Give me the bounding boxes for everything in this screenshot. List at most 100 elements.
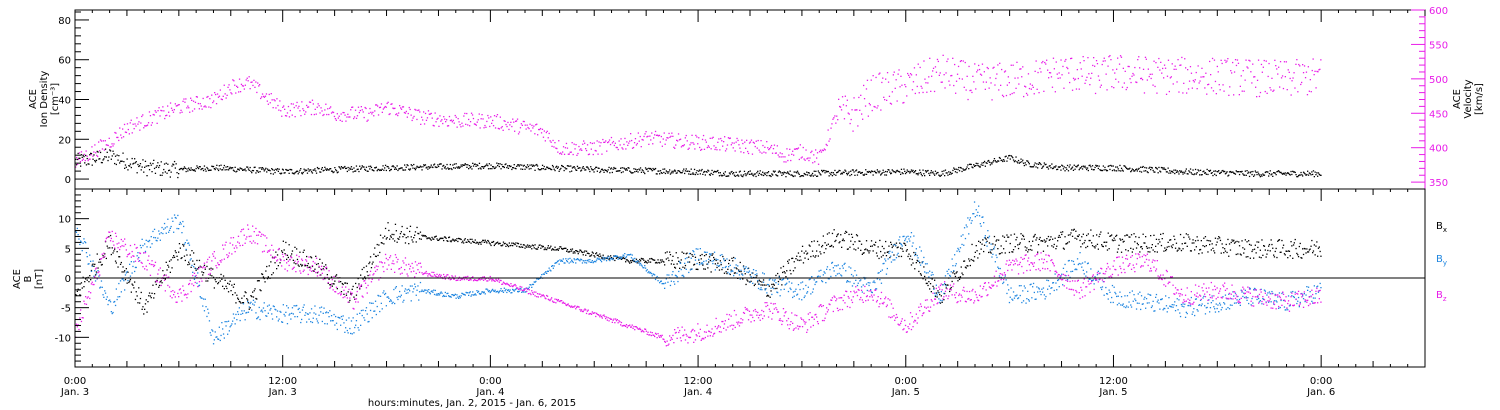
bx-point bbox=[1154, 251, 1156, 253]
by-point bbox=[565, 258, 567, 260]
velocity-point bbox=[286, 112, 289, 114]
velocity-point bbox=[795, 148, 798, 150]
density-point bbox=[900, 168, 903, 170]
velocity-point bbox=[1287, 69, 1289, 71]
by-point bbox=[579, 260, 581, 262]
velocity-point bbox=[466, 112, 468, 115]
bx-point bbox=[345, 294, 348, 296]
density-point bbox=[614, 167, 616, 170]
velocity-point bbox=[463, 115, 465, 117]
by-point bbox=[325, 312, 327, 314]
velocity-point bbox=[562, 151, 564, 153]
velocity-point bbox=[1039, 67, 1041, 70]
density-point bbox=[919, 171, 922, 174]
bx-point bbox=[811, 241, 813, 243]
bx-point bbox=[1262, 254, 1264, 256]
density-point bbox=[89, 154, 91, 156]
velocity-point bbox=[471, 114, 474, 116]
velocity-point bbox=[753, 142, 755, 144]
bx-point bbox=[193, 252, 195, 254]
velocity-point bbox=[1154, 85, 1156, 88]
bx-point bbox=[1174, 247, 1177, 249]
by-point bbox=[224, 321, 226, 323]
bx-point bbox=[811, 250, 814, 252]
bx-point bbox=[362, 278, 364, 280]
bx-point bbox=[468, 241, 471, 243]
bx-point bbox=[667, 257, 669, 259]
bx-point bbox=[757, 283, 760, 285]
by-point bbox=[165, 232, 167, 234]
density-point bbox=[280, 173, 282, 175]
density-point bbox=[1096, 165, 1098, 167]
density-point bbox=[1181, 171, 1183, 173]
velocity-point bbox=[347, 113, 349, 115]
bx-point bbox=[101, 263, 103, 266]
velocity-point bbox=[1100, 84, 1102, 86]
density-point bbox=[895, 171, 897, 174]
velocity-point bbox=[891, 91, 893, 93]
bx-point bbox=[125, 268, 127, 270]
bx-point bbox=[792, 257, 794, 259]
by-point bbox=[115, 288, 117, 290]
bx-point bbox=[1043, 239, 1045, 241]
velocity-point bbox=[747, 152, 750, 155]
velocity-point bbox=[426, 117, 429, 119]
bx-point bbox=[518, 246, 520, 248]
velocity-point bbox=[797, 147, 800, 149]
bx-point bbox=[659, 262, 661, 264]
bx-point bbox=[1140, 246, 1142, 248]
velocity-point bbox=[1115, 78, 1117, 80]
density-point bbox=[745, 174, 747, 177]
velocity-point bbox=[150, 124, 152, 126]
velocity-point bbox=[189, 111, 191, 113]
bx-point bbox=[457, 240, 459, 243]
density-point bbox=[792, 175, 794, 177]
density-point bbox=[624, 168, 626, 170]
density-point bbox=[1010, 155, 1012, 157]
density-point bbox=[604, 169, 606, 171]
bx-point bbox=[186, 254, 188, 256]
velocity-point bbox=[976, 71, 978, 73]
by-point bbox=[303, 304, 305, 306]
bx-point bbox=[81, 287, 83, 289]
bx-point bbox=[259, 289, 261, 291]
velocity-point bbox=[1058, 72, 1060, 74]
bx-point bbox=[1259, 249, 1261, 251]
by-point bbox=[171, 217, 173, 219]
bx-point bbox=[1081, 236, 1083, 238]
velocity-point bbox=[1139, 67, 1141, 69]
bx-point bbox=[1213, 250, 1215, 252]
density-point bbox=[952, 169, 954, 172]
velocity-point bbox=[1260, 63, 1263, 66]
by-point bbox=[449, 295, 451, 298]
density-point bbox=[186, 168, 188, 170]
bx-point bbox=[1217, 238, 1219, 240]
density-point bbox=[1147, 171, 1149, 174]
density-point bbox=[874, 170, 876, 172]
velocity-point bbox=[246, 77, 248, 79]
density-point bbox=[719, 172, 721, 174]
bx-point bbox=[1275, 247, 1277, 250]
density-point bbox=[1278, 171, 1281, 173]
velocity-point bbox=[1022, 66, 1024, 68]
bx-point bbox=[1184, 242, 1186, 244]
by-point bbox=[522, 291, 525, 293]
by-point bbox=[145, 239, 147, 241]
bx-point bbox=[1132, 248, 1134, 250]
density-point bbox=[893, 171, 895, 173]
density-point bbox=[737, 174, 739, 176]
by-point bbox=[525, 291, 527, 293]
density-point bbox=[509, 165, 511, 168]
by-point bbox=[486, 288, 488, 290]
bx-point bbox=[355, 282, 357, 285]
velocity-point bbox=[234, 84, 236, 86]
bx-point bbox=[493, 244, 495, 247]
by-point bbox=[181, 232, 183, 234]
bx-point bbox=[929, 288, 931, 290]
velocity-point bbox=[138, 121, 140, 123]
velocity-point bbox=[1094, 92, 1097, 95]
bx-point bbox=[179, 247, 181, 249]
by-point bbox=[445, 295, 447, 297]
density-point bbox=[870, 171, 872, 174]
by-point bbox=[95, 273, 98, 275]
